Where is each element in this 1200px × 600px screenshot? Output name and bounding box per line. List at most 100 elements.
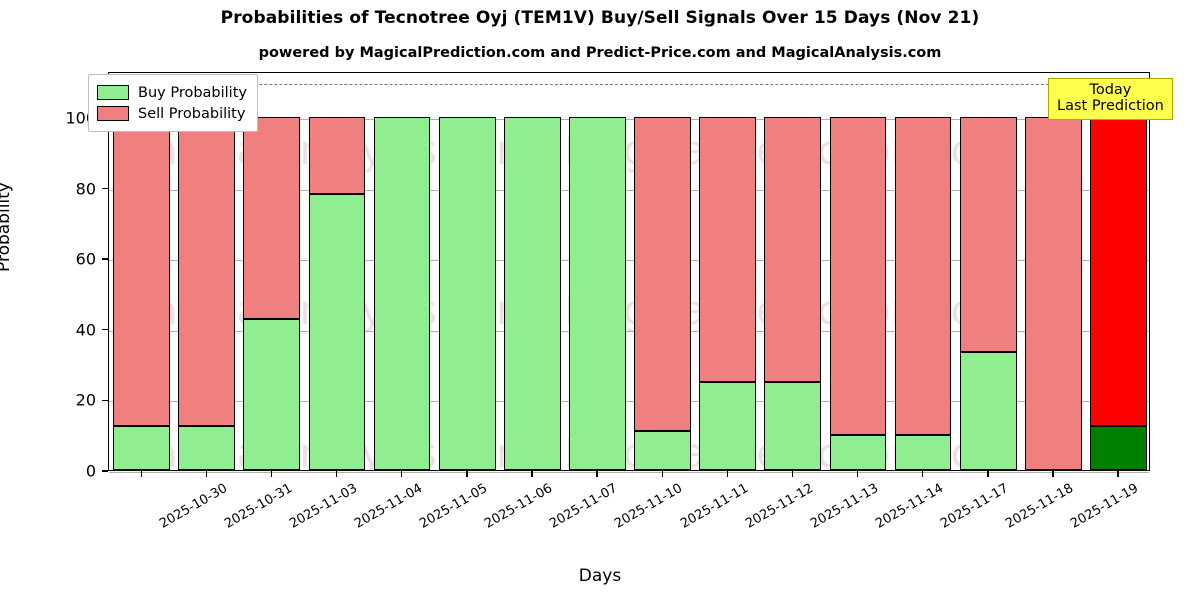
bar-segment-sell — [894, 116, 952, 435]
x-tick-label: 2025-10-30 — [156, 481, 230, 532]
bar-segment-buy — [308, 193, 366, 470]
x-tick-label: 2025-11-05 — [417, 481, 491, 532]
bar-group — [829, 71, 887, 470]
bar-segment-sell — [1090, 116, 1147, 426]
x-axis-label: Days — [578, 566, 622, 586]
bar-segment-sell — [959, 116, 1017, 353]
x-tick-mark — [270, 471, 273, 477]
x-tick-mark — [1117, 471, 1119, 477]
bar-group — [178, 71, 235, 470]
gridline-horizontal — [109, 401, 1149, 403]
bar-segment-buy — [373, 116, 431, 470]
x-tick-mark — [856, 471, 859, 477]
bar-group — [1090, 71, 1147, 470]
bar-group — [569, 71, 626, 470]
x-tick-label: 2025-11-12 — [742, 481, 816, 532]
y-tick-mark — [102, 187, 108, 190]
x-tick-label: 2025-11-13 — [807, 481, 881, 532]
x-tick-mark — [1052, 471, 1054, 477]
bar-segment-sell — [113, 116, 170, 426]
x-tick-mark — [140, 471, 142, 477]
bar-group — [634, 71, 691, 470]
bar-group — [308, 71, 366, 470]
chart-title: Probabilities of Tecnotree Oyj (TEM1V) B… — [220, 8, 980, 28]
x-tick-label: 2025-11-19 — [1068, 481, 1142, 532]
bar-segment-sell — [634, 116, 691, 431]
bar-group — [438, 71, 496, 470]
y-tick-label: 20 — [75, 390, 96, 410]
bar-group — [894, 71, 952, 470]
today-annotation-line-2: Last Prediction — [1057, 98, 1164, 115]
reference-line — [109, 83, 1149, 85]
bar-segment-buy — [569, 116, 626, 470]
gridline-horizontal — [109, 472, 1149, 473]
legend-swatch-sell-icon — [97, 106, 129, 121]
legend-label-sell: Sell Probability — [138, 105, 246, 122]
y-axis-label: Probability — [0, 182, 14, 272]
y-tick-mark — [102, 329, 108, 331]
legend-item-sell: Sell Probability — [97, 103, 247, 124]
bar-segment-buy — [634, 430, 691, 470]
today-annotation: Today Last Prediction — [1048, 78, 1173, 121]
bar-series-layer — [109, 73, 1149, 470]
x-tick-mark — [661, 471, 663, 477]
gridline-horizontal — [109, 330, 1149, 332]
y-tick-mark — [102, 399, 108, 402]
bar-segment-sell — [178, 116, 235, 426]
bar-segment-sell — [699, 116, 756, 382]
bar-group — [503, 71, 561, 470]
x-tick-mark — [596, 471, 598, 477]
gridline-horizontal — [109, 118, 1149, 120]
x-tick-label: 2025-11-10 — [612, 481, 686, 532]
x-tick-mark — [791, 471, 794, 477]
bar-group — [764, 71, 822, 470]
x-tick-mark — [335, 471, 338, 477]
bar-segment-buy — [438, 116, 496, 470]
bar-segment-buy — [1090, 425, 1147, 470]
y-tick-mark — [102, 470, 108, 472]
y-tick-label: 60 — [75, 249, 96, 269]
bar-segment-sell — [764, 116, 822, 382]
y-tick-label: 40 — [75, 320, 96, 340]
today-annotation-line-1: Today — [1089, 82, 1132, 98]
bar-segment-sell — [1024, 116, 1082, 470]
gridline-horizontal — [109, 189, 1149, 191]
bar-segment-buy — [243, 318, 301, 470]
bar-segment-buy — [699, 381, 756, 470]
x-tick-label: 2025-11-03 — [286, 481, 360, 532]
bar-segment-buy — [959, 352, 1017, 470]
x-tick-label: 2025-11-18 — [1003, 481, 1077, 532]
chart-legend: Buy Probability Sell Probability — [88, 74, 258, 132]
x-tick-mark — [922, 471, 924, 477]
x-tick-label: 2025-11-07 — [547, 481, 621, 532]
x-tick-label: 2025-11-06 — [482, 481, 556, 532]
x-tick-label: 2025-11-17 — [938, 481, 1012, 532]
x-tick-label: 2025-11-14 — [873, 481, 946, 532]
bar-group — [373, 71, 431, 470]
bar-segment-buy — [894, 434, 952, 470]
legend-label-buy: Buy Probability — [138, 84, 247, 101]
bar-segment-buy — [113, 425, 170, 470]
x-tick-mark — [726, 471, 729, 477]
bar-group — [959, 71, 1017, 470]
y-tick-mark — [102, 258, 108, 260]
x-tick-mark — [466, 471, 468, 477]
plot-area: MagicalAnalysis.comMagicalPrediction.com… — [108, 72, 1150, 473]
x-tick-label: 2025-11-04 — [352, 481, 425, 532]
y-tick-label: 80 — [75, 179, 96, 199]
x-tick-mark — [401, 471, 403, 477]
bar-segment-buy — [178, 425, 235, 470]
x-tick-mark — [987, 471, 989, 477]
bar-segment-sell — [308, 116, 366, 194]
x-tick-mark — [205, 471, 208, 477]
gridline-horizontal — [109, 260, 1149, 262]
x-tick-label: 2025-10-31 — [221, 481, 295, 532]
bar-segment-buy — [764, 381, 822, 470]
bar-segment-sell — [829, 116, 887, 435]
bar-segment-buy — [503, 116, 561, 470]
y-tick-label: 0 — [85, 461, 96, 481]
bar-group — [243, 71, 301, 470]
legend-item-buy: Buy Probability — [97, 82, 247, 103]
bar-group — [1024, 71, 1082, 470]
bar-segment-buy — [829, 434, 887, 470]
